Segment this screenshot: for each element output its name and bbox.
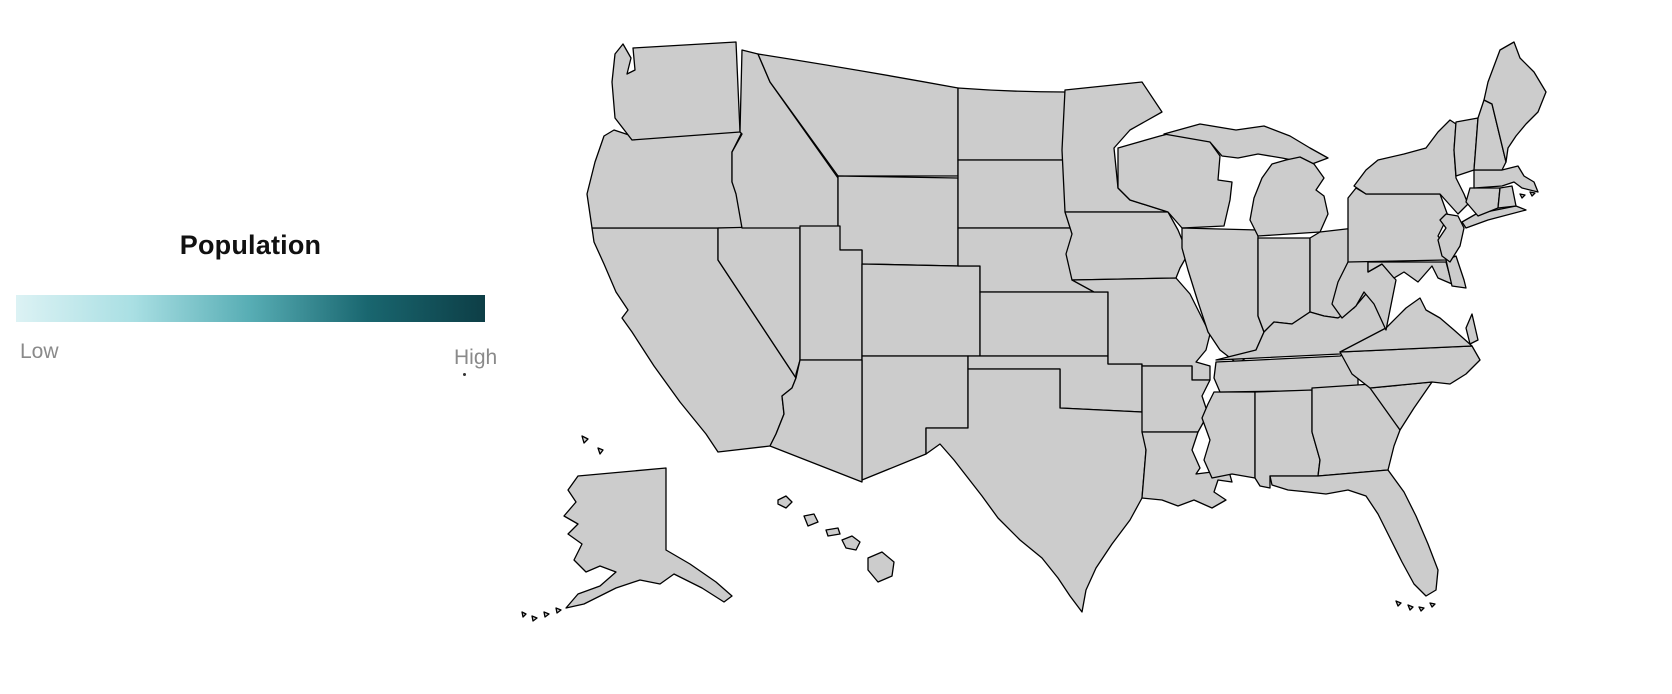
- state-california-islands[interactable]: [581, 435, 604, 455]
- state-massachusetts[interactable]: [1473, 165, 1539, 193]
- state-north-dakota[interactable]: [957, 87, 1069, 161]
- state-florida-keys[interactable]: [1395, 600, 1436, 612]
- state-michigan[interactable]: [1249, 156, 1329, 237]
- state-delaware[interactable]: [1445, 255, 1467, 289]
- us-map-svg: [521, 41, 1547, 622]
- state-florida[interactable]: [1269, 469, 1439, 597]
- state-rhode-island[interactable]: [1497, 185, 1517, 209]
- legend: Population Low High: [16, 230, 497, 376]
- legend-artifact-dot: [463, 373, 466, 376]
- state-pennsylvania[interactable]: [1347, 187, 1449, 263]
- legend-title: Population: [179, 230, 322, 260]
- state-hawaii[interactable]: [777, 495, 895, 583]
- legend-low-label: Low: [20, 340, 59, 363]
- state-new-mexico[interactable]: [861, 355, 969, 481]
- state-new-jersey[interactable]: [1437, 213, 1465, 263]
- state-louisiana[interactable]: [1141, 431, 1233, 509]
- state-massachusetts-islands[interactable]: [1519, 191, 1536, 199]
- state-oregon[interactable]: [586, 125, 743, 229]
- state-new-york[interactable]: [1353, 119, 1469, 215]
- state-alaska[interactable]: [563, 467, 733, 609]
- state-michigan-upper-peninsula[interactable]: [1163, 123, 1329, 165]
- state-kansas[interactable]: [979, 291, 1109, 357]
- state-vermont[interactable]: [1453, 117, 1479, 177]
- legend-high-label: High: [454, 346, 498, 369]
- state-north-carolina[interactable]: [1339, 345, 1481, 389]
- state-arizona[interactable]: [769, 359, 863, 483]
- state-alaska-aleutians[interactable]: [521, 607, 562, 622]
- state-iowa[interactable]: [1064, 211, 1189, 281]
- state-mississippi[interactable]: [1201, 391, 1256, 479]
- state-colorado[interactable]: [861, 263, 981, 357]
- legend-gradient-bar: [16, 295, 485, 322]
- state-virginia-eastern-shore[interactable]: [1465, 313, 1479, 345]
- states-group: [521, 41, 1547, 622]
- state-maine[interactable]: [1483, 41, 1547, 163]
- state-washington[interactable]: [611, 41, 741, 141]
- state-alabama[interactable]: [1254, 389, 1321, 489]
- state-connecticut[interactable]: [1465, 187, 1501, 217]
- state-virginia[interactable]: [1339, 297, 1473, 353]
- legend-labels: Low High: [16, 340, 497, 369]
- us-choropleth-map: [520, 30, 1560, 630]
- state-south-dakota[interactable]: [957, 159, 1075, 229]
